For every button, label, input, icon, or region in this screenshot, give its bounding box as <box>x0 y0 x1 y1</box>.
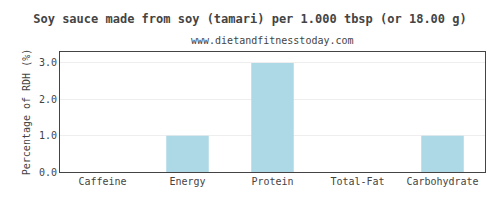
svg-text:Protein: Protein <box>251 176 293 187</box>
svg-text:Carbohydrate: Carbohydrate <box>406 176 478 187</box>
svg-text:Total-Fat: Total-Fat <box>330 176 384 187</box>
svg-text:2.0: 2.0 <box>39 94 57 105</box>
svg-text:www.dietandfitnesstoday.com: www.dietandfitnesstoday.com <box>191 35 354 46</box>
svg-text:Caffeine: Caffeine <box>78 176 126 187</box>
svg-text:Percentage of RDH (%): Percentage of RDH (%) <box>21 49 32 175</box>
svg-text:Soy sauce made from soy (tamar: Soy sauce made from soy (tamari) per 1.0… <box>33 12 466 26</box>
svg-text:1.0: 1.0 <box>39 130 57 141</box>
svg-text:0.0: 0.0 <box>39 167 57 178</box>
svg-text:Energy: Energy <box>169 176 205 187</box>
svg-text:3.0: 3.0 <box>39 57 57 68</box>
